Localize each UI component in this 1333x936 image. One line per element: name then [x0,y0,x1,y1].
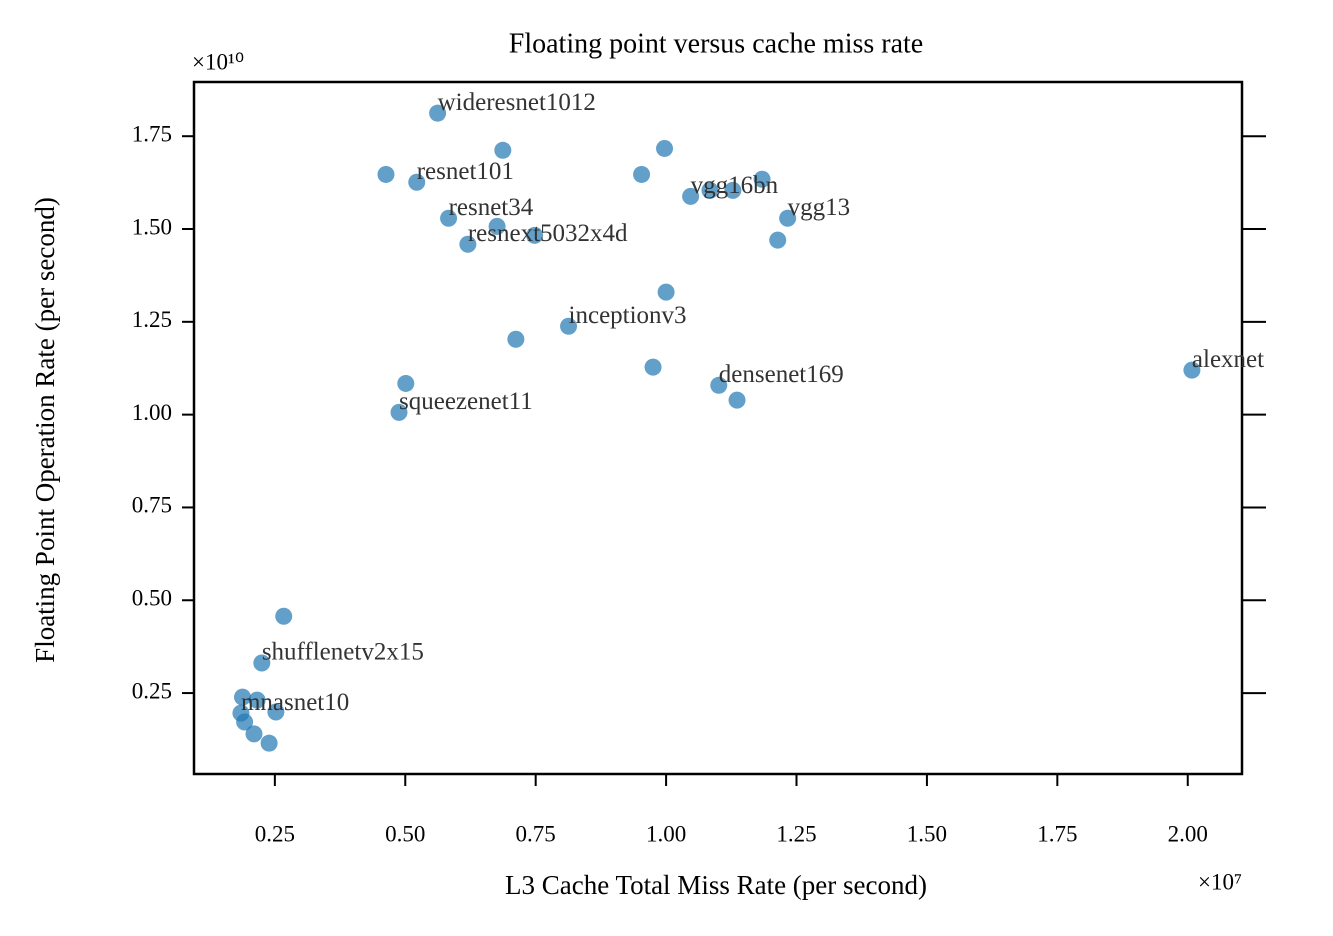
point [390,403,408,421]
point [633,165,651,183]
point [488,217,506,235]
point-label: resnext5032x4d [468,220,628,247]
point [682,187,700,205]
point [507,330,525,348]
point [236,713,254,731]
point-label: wideresnet1012 [438,89,596,116]
point [377,165,395,183]
point-label: resnet34 [449,194,534,221]
x-axis-label: L3 Cache Total Miss Rate (per second) [505,870,927,900]
point [656,139,674,157]
plot-frame [192,80,1244,776]
chart-title: Floating point versus cache miss rate [509,28,923,59]
point-label: squeezenet11 [399,388,533,415]
point [1183,361,1201,379]
y-offset-label: ×10¹⁰ [192,49,244,74]
point [275,607,293,625]
x-tick-label: 1.00 [646,821,686,846]
point-label: vgg16bn [691,172,779,199]
point [267,703,285,721]
point-label: mnasnet10 [241,689,349,716]
x-tick-label: 1.75 [1037,821,1077,846]
x-tick-label: 1.50 [907,821,947,846]
point [753,170,771,188]
point-label: resnet101 [417,158,514,185]
x-tick-label: 2.00 [1168,821,1208,846]
y-tick-label: 0.75 [132,493,172,518]
point-label: densenet169 [719,361,844,388]
x-tick-label: 0.50 [385,821,425,846]
y-tick-label: 1.75 [132,121,172,146]
point [408,173,426,191]
point [459,235,477,253]
point [724,181,742,199]
point [644,358,662,376]
point [248,691,266,709]
point [253,654,271,672]
point [657,283,675,301]
y-tick-label: 0.25 [132,678,172,703]
point-label: alexnet [1192,346,1264,373]
point [701,181,719,199]
y-tick-label: 1.00 [132,400,172,425]
point [397,374,415,392]
point [440,209,458,227]
point [560,317,578,335]
point [779,209,797,227]
point [728,391,746,409]
point-label: vgg13 [788,194,851,221]
point-label: inceptionv3 [569,302,687,329]
y-tick-label: 1.50 [132,214,172,239]
y-tick-label: 0.50 [132,586,172,611]
point [494,141,512,159]
point [710,376,728,394]
x-tick-label: 1.25 [776,821,816,846]
x-tick-label: 0.75 [516,821,556,846]
point [429,104,447,122]
y-axis-label: Floating Point Operation Rate (per secon… [30,197,60,663]
y-tick-label: 1.25 [132,307,172,332]
point [260,734,278,752]
x-tick-label: 0.25 [255,821,295,846]
point [245,725,263,743]
point-label: shufflenetv2x15 [262,639,424,666]
point [769,231,787,249]
point [234,688,252,706]
point [526,226,544,244]
x-offset-label: ×10⁷ [1198,869,1242,894]
